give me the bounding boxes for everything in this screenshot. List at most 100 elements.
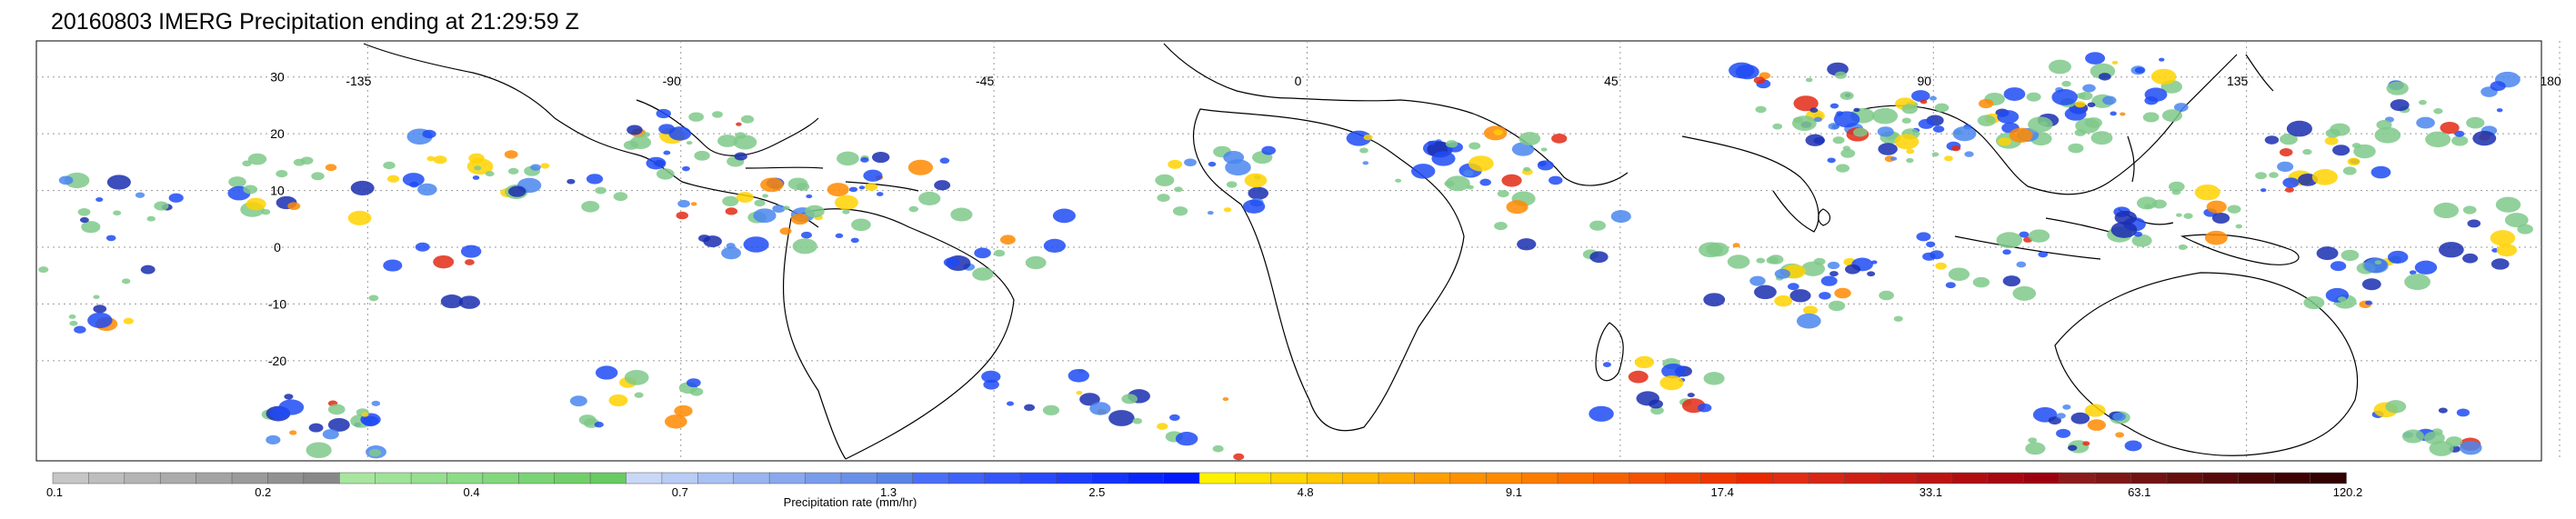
precip-cell bbox=[805, 205, 825, 218]
precip-cell bbox=[676, 211, 688, 220]
precip-cell bbox=[1523, 166, 1531, 172]
colorbar-tick-label: 120.2 bbox=[2333, 485, 2363, 499]
precip-cell bbox=[2490, 230, 2516, 246]
precip-cell bbox=[504, 150, 518, 159]
precip-cell bbox=[2171, 189, 2181, 195]
colorbar-swatch bbox=[410, 472, 448, 484]
precip-cell bbox=[2144, 95, 2159, 105]
precip-cell bbox=[1893, 315, 1903, 322]
precip-cell bbox=[1244, 173, 1268, 188]
precip-cell bbox=[433, 255, 455, 269]
precip-cell bbox=[371, 400, 381, 406]
precip-cell bbox=[1836, 164, 1850, 173]
precip-cell bbox=[663, 150, 671, 155]
precip-cell bbox=[2082, 84, 2096, 93]
precip-cell bbox=[2404, 274, 2431, 291]
precip-cell bbox=[858, 185, 866, 190]
precip-cell bbox=[2325, 128, 2340, 138]
colorbar-swatch bbox=[52, 472, 90, 484]
precip-cell bbox=[1602, 362, 1612, 367]
precip-cell bbox=[1918, 118, 1935, 129]
precip-cell bbox=[2374, 126, 2401, 144]
precip-cell bbox=[1839, 91, 1854, 100]
precip-cell bbox=[2019, 231, 2030, 238]
precip-cell bbox=[762, 194, 769, 198]
precip-cell bbox=[1774, 294, 1793, 307]
precip-cell bbox=[1444, 180, 1455, 187]
colorbar-swatch bbox=[2094, 472, 2132, 484]
precip-cell bbox=[311, 172, 325, 181]
precip-cell bbox=[458, 295, 480, 309]
precip-cell bbox=[677, 199, 690, 208]
map-frame bbox=[35, 40, 2542, 462]
precip-cell bbox=[2409, 270, 2417, 275]
precip-cell bbox=[624, 369, 649, 385]
precip-cell bbox=[1834, 71, 1847, 79]
precip-cell bbox=[2284, 186, 2294, 193]
precip-cell bbox=[2002, 249, 2011, 255]
precip-cell bbox=[243, 185, 258, 195]
precip-cell bbox=[2114, 210, 2137, 225]
precip-cell bbox=[1977, 115, 1996, 126]
precip-cell bbox=[1944, 155, 1953, 162]
precip-cell bbox=[64, 172, 90, 189]
precip-cell bbox=[2056, 413, 2066, 419]
precip-cell bbox=[1828, 300, 1846, 312]
precip-cell bbox=[1829, 103, 1839, 109]
precip-cell bbox=[69, 320, 78, 326]
colorbar-swatch bbox=[2238, 472, 2275, 484]
precip-cell bbox=[1223, 207, 1232, 213]
colorbar-swatch bbox=[339, 472, 376, 484]
precip-cell bbox=[2211, 212, 2230, 224]
precip-cell bbox=[530, 164, 541, 171]
precip-cell bbox=[694, 150, 710, 161]
precip-cell bbox=[1964, 151, 1974, 157]
precip-cell bbox=[474, 165, 482, 171]
precip-cell bbox=[1589, 251, 1609, 264]
precip-cell bbox=[306, 442, 332, 459]
precip-cell bbox=[2311, 169, 2339, 185]
precip-cell bbox=[1871, 107, 1899, 125]
precip-cell bbox=[2371, 165, 2391, 179]
precip-cell bbox=[2316, 246, 2339, 261]
precip-cell bbox=[595, 365, 618, 380]
precip-cell bbox=[2070, 412, 2090, 424]
precip-cell bbox=[269, 407, 289, 420]
precip-cell bbox=[753, 208, 777, 224]
colorbar-swatch bbox=[1019, 472, 1057, 484]
precip-cell bbox=[368, 294, 379, 302]
precip-cell bbox=[1540, 147, 1548, 152]
precip-cell bbox=[2414, 260, 2438, 274]
precip-cell bbox=[154, 201, 169, 211]
precip-cell bbox=[1207, 211, 1214, 215]
precip-cell bbox=[1948, 267, 1970, 282]
precip-cell bbox=[1168, 159, 1183, 169]
precip-cell bbox=[228, 176, 246, 188]
precip-cell bbox=[717, 135, 738, 147]
precip-cell bbox=[485, 171, 495, 177]
precip-cell bbox=[2433, 202, 2459, 219]
latitude-label: 20 bbox=[270, 126, 285, 141]
precip-cell bbox=[721, 246, 742, 260]
colorbar-swatch bbox=[1772, 472, 1809, 484]
precip-cell bbox=[1922, 252, 1936, 261]
precip-cell bbox=[994, 249, 1006, 257]
precip-cell bbox=[2385, 400, 2407, 414]
precip-cell bbox=[74, 325, 86, 334]
precip-cell bbox=[1945, 282, 1956, 289]
precip-cell bbox=[1223, 150, 1245, 165]
colorbar-tick-label: 63.1 bbox=[2128, 485, 2150, 499]
precip-cell bbox=[1431, 151, 1456, 166]
precip-cell bbox=[2286, 120, 2312, 137]
precip-cell bbox=[2280, 133, 2298, 145]
precip-cell bbox=[2401, 429, 2425, 444]
precip-cell bbox=[362, 415, 379, 427]
colorbar-swatch bbox=[912, 472, 949, 484]
precip-cell bbox=[1024, 404, 1036, 412]
precip-cell bbox=[2496, 108, 2503, 113]
precip-cell bbox=[1814, 116, 1823, 123]
precip-cell bbox=[2028, 229, 2050, 243]
colorbar-tick-label: 0.2 bbox=[255, 485, 271, 499]
precip-cell bbox=[1929, 95, 1937, 101]
precip-cell bbox=[1877, 126, 1894, 137]
